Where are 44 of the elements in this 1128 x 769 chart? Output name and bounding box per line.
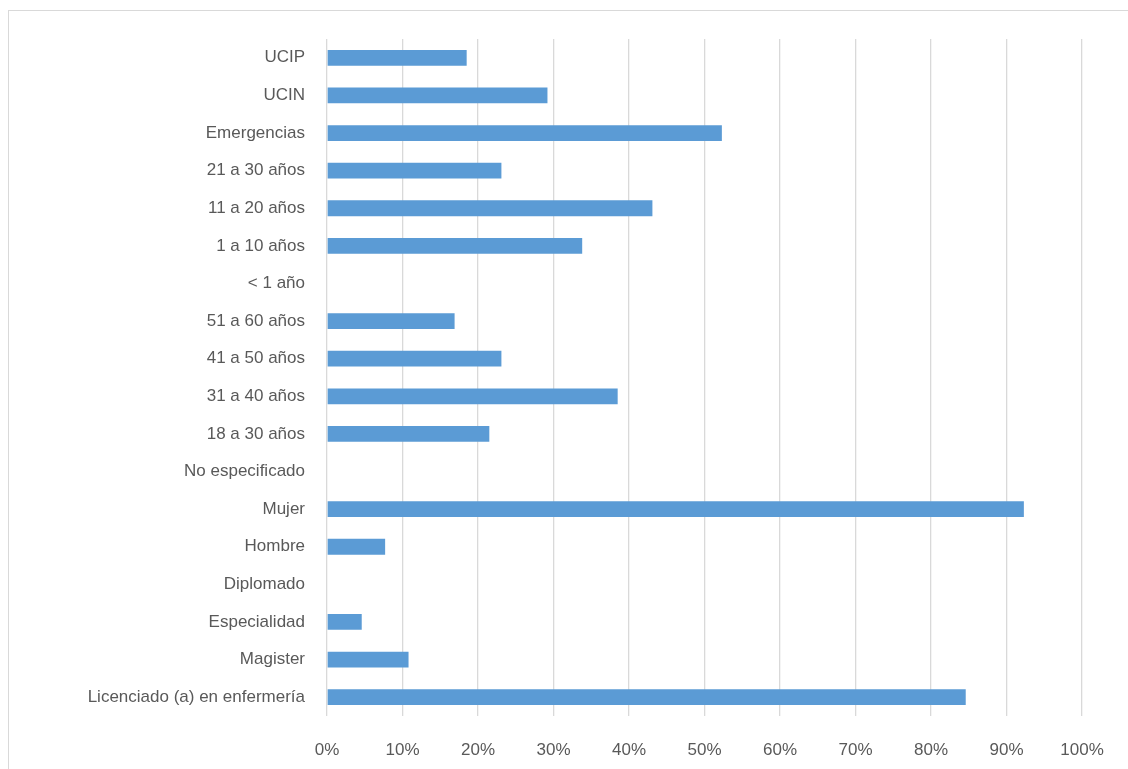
x-tick-label: 100% [1060,739,1104,759]
y-tick-label: Mujer [262,498,306,518]
y-tick-label: Magister [239,649,306,669]
x-tick-label: 60% [762,739,798,759]
bar [327,501,1024,518]
bar [327,49,467,66]
bar [327,313,455,329]
y-tick-label: No especificado [184,461,305,481]
y-tick-label: UCIP [264,47,305,67]
y-tick-label: Hombre [244,536,305,556]
y-tick-label: 21 a 30 años [206,160,305,180]
y-tick-label: Especialidad [208,611,305,631]
y-tick-label: Licenciado (a) en enfermería [87,686,306,706]
bar [327,162,502,179]
y-tick-label: < 1 año [247,273,305,293]
x-tick-label: 10% [385,739,420,759]
bar [327,689,966,706]
bar [327,538,386,555]
bar [327,237,583,254]
x-tick-label: 90% [989,739,1024,759]
bar [327,388,618,405]
y-tick-label: Emergencias [205,122,305,142]
y-tick-label: Diplomado [223,574,305,594]
y-tick-label: 51 a 60 años [206,310,305,330]
bar [327,350,502,367]
y-tick-label: UCIN [263,85,305,105]
y-tick-label: 41 a 50 años [206,348,305,368]
bar [327,200,653,217]
bar [327,651,409,668]
y-tick-label: 1 a 10 años [216,235,305,255]
x-tick-label: 50% [687,739,722,759]
bar [327,87,548,104]
x-tick-label: 70% [838,739,873,759]
bar [327,614,362,630]
bar [327,426,490,442]
x-tick-label: 80% [913,739,949,759]
y-tick-label: 31 a 40 años [206,385,305,405]
x-tick-label: 20% [460,739,496,759]
x-tick-label: 0% [314,739,340,759]
y-tick-label: 18 a 30 años [206,423,305,443]
x-tick-label: 30% [536,739,571,759]
y-tick-label: 11 a 20 años [207,197,305,217]
x-tick-label: 40% [611,739,647,759]
bar [327,125,722,141]
